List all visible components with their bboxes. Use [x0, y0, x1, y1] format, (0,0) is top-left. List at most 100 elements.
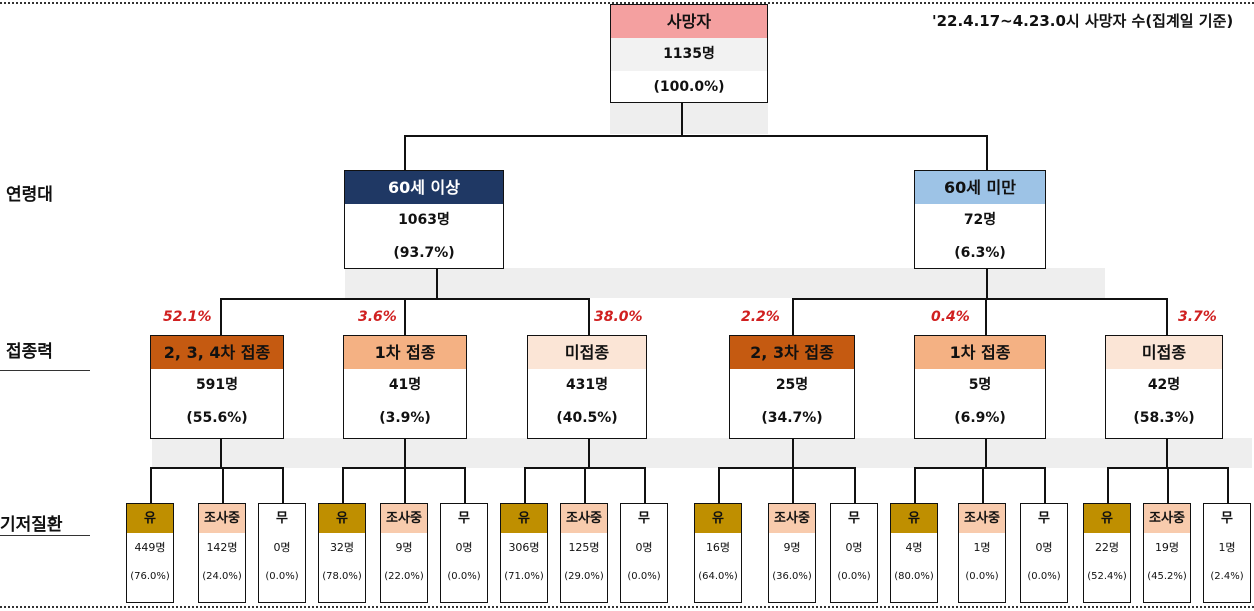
disease-pct: (0.0%)	[627, 571, 661, 582]
vaccine-title: 미접종	[1106, 336, 1222, 369]
connector-line	[282, 467, 284, 503]
vaccine-share-label: 38.0%	[594, 309, 643, 325]
vaccine-count: 431명	[565, 377, 609, 393]
disease-pct: (64.0%)	[698, 571, 738, 582]
connector-line	[150, 467, 152, 503]
connector-line	[914, 467, 916, 503]
vaccine-pct: (3.9%)	[379, 410, 431, 426]
connector-line	[986, 269, 988, 299]
connector-line	[464, 467, 466, 503]
disease-node: 무 0명 (0.0%)	[440, 503, 488, 603]
disease-count: 0명	[635, 541, 653, 554]
connector-line	[1227, 467, 1229, 503]
connector-line	[524, 467, 526, 503]
connector-line	[404, 135, 986, 137]
disease-title: 유	[127, 504, 173, 533]
row-label-disease: 기저질환	[0, 515, 63, 535]
connector-line	[1166, 439, 1168, 468]
disease-count: 32명	[329, 541, 355, 554]
age-pct: (6.3%)	[954, 245, 1006, 261]
connector-line	[588, 439, 590, 468]
disease-pct: (22.0%)	[384, 571, 424, 582]
vaccine-title: 1차 접종	[915, 336, 1045, 369]
connector-line	[1044, 467, 1046, 503]
vaccine-share-label: 2.2%	[741, 309, 780, 325]
disease-count: 0명	[455, 541, 473, 554]
disease-count: 125명	[568, 541, 600, 554]
disease-count: 0명	[1035, 541, 1053, 554]
disease-pct: (76.0%)	[130, 571, 170, 582]
vaccine-share-label: 3.6%	[358, 309, 397, 325]
connector-line	[985, 298, 987, 335]
age-title: 60세 이상	[345, 171, 503, 204]
connector-line	[681, 103, 683, 136]
root-pct: (100.0%)	[653, 79, 725, 95]
bottom-border	[0, 606, 1254, 608]
vaccine-share-label: 0.4%	[931, 309, 970, 325]
disease-count: 1명	[1218, 541, 1236, 554]
disease-count: 16명	[705, 541, 731, 554]
disease-node: 유 22명 (52.4%)	[1083, 503, 1131, 603]
row-label-vaccine-underline	[0, 370, 90, 371]
disease-count: 0명	[845, 541, 863, 554]
disease-pct: (0.0%)	[265, 571, 299, 582]
vaccine-count: 42명	[1147, 377, 1181, 393]
vaccine-title: 2, 3, 4차 접종	[151, 336, 283, 369]
root-band	[610, 102, 768, 134]
disease-count: 306명	[508, 541, 540, 554]
age-count: 1063명	[398, 212, 450, 228]
vaccine-pct: (6.9%)	[954, 410, 1006, 426]
disease-node: 유 16명 (64.0%)	[694, 503, 742, 603]
disease-pct: (29.0%)	[564, 571, 604, 582]
vaccine-title: 미접종	[528, 336, 646, 369]
disease-pct: (71.0%)	[504, 571, 544, 582]
disease-node: 조사중 9명 (36.0%)	[768, 503, 816, 603]
disease-pct: (0.0%)	[837, 571, 871, 582]
connector-line	[404, 135, 406, 171]
disease-pct: (45.2%)	[1147, 571, 1187, 582]
connector-line	[342, 467, 344, 503]
vaccine-node: 1차 접종 5명 (6.9%)	[914, 335, 1046, 439]
disease-node: 조사중 142명 (24.0%)	[198, 503, 246, 603]
disease-title: 조사중	[959, 504, 1005, 533]
connector-line	[792, 467, 794, 503]
vaccine-node: 2, 3차 접종 25명 (34.7%)	[729, 335, 855, 439]
disease-node: 무 0명 (0.0%)	[830, 503, 878, 603]
vaccine-share-label: 3.7%	[1178, 309, 1217, 325]
disease-node: 조사중 9명 (22.0%)	[380, 503, 428, 603]
connector-line	[982, 467, 984, 503]
disease-title: 유	[501, 504, 547, 533]
disease-pct: (78.0%)	[322, 571, 362, 582]
disease-node: 유 306명 (71.0%)	[500, 503, 548, 603]
vaccine-count: 591명	[195, 377, 239, 393]
disease-node: 조사중 125명 (29.0%)	[560, 503, 608, 603]
connector-line	[1167, 467, 1169, 503]
disease-title: 유	[319, 504, 365, 533]
connector-line	[854, 467, 856, 503]
connector-line	[404, 298, 406, 335]
connector-line	[404, 467, 406, 503]
connector-line	[914, 467, 1044, 469]
vaccine-title: 2, 3차 접종	[730, 336, 854, 369]
disease-count: 142명	[206, 541, 238, 554]
vaccine-node: 미접종 42명 (58.3%)	[1105, 335, 1223, 439]
connector-line	[985, 439, 987, 468]
disease-title: 조사중	[769, 504, 815, 533]
disease-count: 9명	[395, 541, 413, 554]
vaccine-count: 5명	[968, 377, 992, 393]
connector-line	[792, 439, 794, 468]
vaccine-share-label: 52.1%	[163, 309, 212, 325]
disease-title: 무	[831, 504, 877, 533]
vaccine-band	[152, 438, 1252, 468]
vaccine-node: 미접종 431명 (40.5%)	[527, 335, 647, 439]
disease-node: 무 0명 (0.0%)	[1020, 503, 1068, 603]
age-pct: (93.7%)	[393, 245, 455, 261]
disease-node: 유 449명 (76.0%)	[126, 503, 174, 603]
connector-line	[584, 467, 586, 503]
connector-line	[792, 298, 1167, 300]
connector-line	[718, 467, 854, 469]
connector-line	[220, 439, 222, 468]
disease-node: 조사중 1명 (0.0%)	[958, 503, 1006, 603]
disease-pct: (36.0%)	[772, 571, 812, 582]
disease-title: 무	[259, 504, 305, 533]
